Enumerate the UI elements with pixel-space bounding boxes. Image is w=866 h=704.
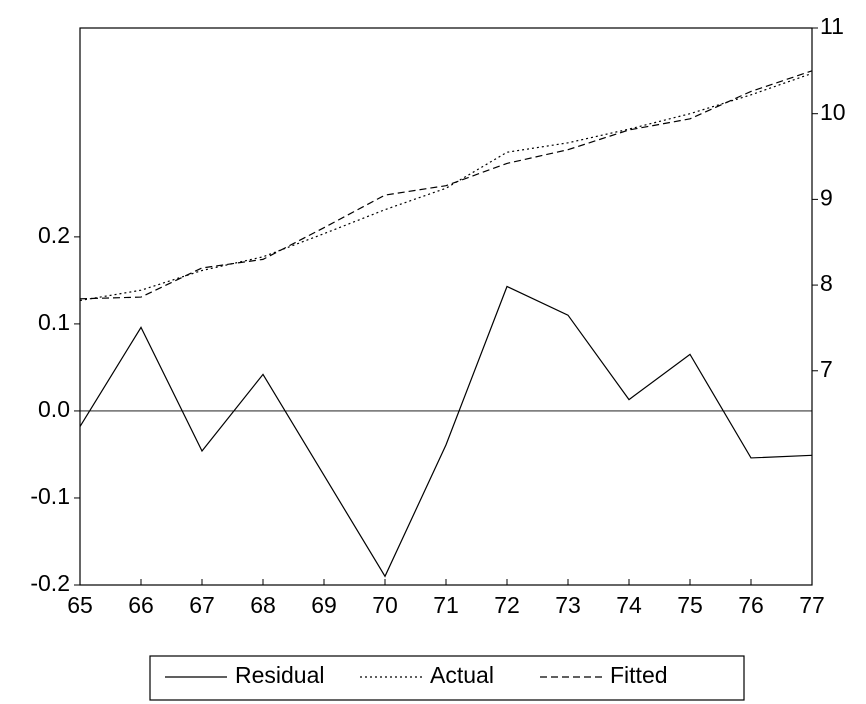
y2-tick-label: 10 (820, 99, 846, 125)
x-tick-label: 77 (799, 592, 825, 618)
x-tick-label: 74 (616, 592, 642, 618)
y-tick-label: -0.1 (30, 483, 70, 509)
y-tick-label: 0.0 (38, 396, 70, 422)
x-tick-label: 66 (128, 592, 154, 618)
legend-box (149, 655, 745, 701)
x-tick-label: 71 (433, 592, 459, 618)
x-tick-label: 67 (189, 592, 215, 618)
y2-tick-label: 7 (820, 356, 833, 382)
y2-tick-label: 11 (820, 13, 844, 39)
x-tick-label: 69 (311, 592, 337, 618)
x-tick-label: 68 (250, 592, 276, 618)
y2-tick-label: 8 (820, 270, 833, 296)
x-tick-label: 65 (67, 592, 93, 618)
y-tick-label: -0.2 (30, 570, 70, 596)
legend-label: Actual (430, 662, 494, 688)
plot-frame (79, 27, 813, 586)
x-tick-label: 70 (372, 592, 398, 618)
legend-label: Residual (235, 662, 325, 688)
x-tick-label: 73 (555, 592, 581, 618)
legend-label: Fitted (610, 662, 668, 688)
y-tick-label: 0.1 (38, 309, 70, 335)
series-line (79, 70, 813, 300)
x-tick-label: 72 (494, 592, 520, 618)
series-line (79, 285, 813, 578)
x-tick-label: 75 (677, 592, 703, 618)
x-tick-label: 76 (738, 592, 764, 618)
y-tick-label: 0.2 (38, 222, 70, 248)
series-line (79, 72, 813, 302)
y2-tick-label: 9 (820, 184, 833, 210)
